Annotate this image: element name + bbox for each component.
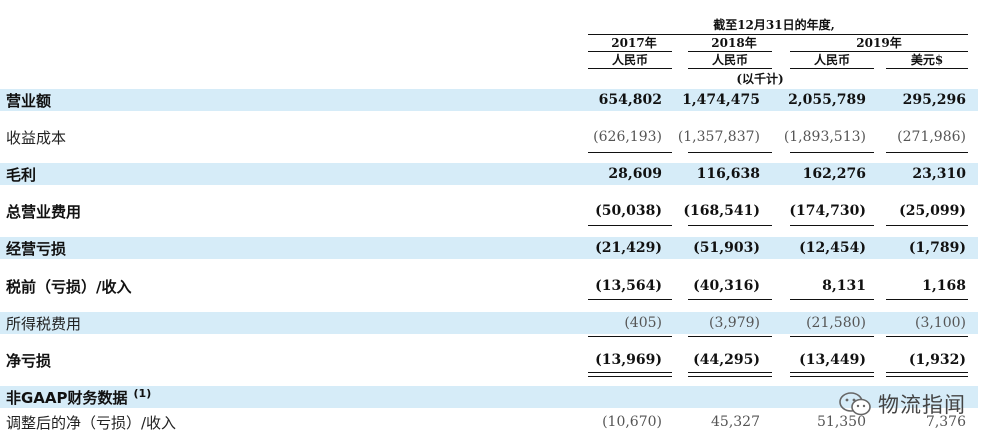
value-2017: (21,429) bbox=[595, 240, 662, 256]
subtotal-line bbox=[790, 336, 874, 337]
subtotal-line bbox=[688, 299, 772, 300]
year-2017-header: 2017年 bbox=[611, 36, 657, 50]
row-label: 总营业费用 bbox=[6, 203, 82, 221]
value-usd: (3,100) bbox=[914, 315, 966, 331]
currency-header-2018: 人民币 bbox=[711, 53, 748, 67]
row-operating-loss: 经营亏损 (21,429) (51,903) (12,454) (1,789) bbox=[0, 237, 978, 259]
subtotal-line bbox=[688, 225, 772, 226]
value-2017: 28,609 bbox=[608, 166, 662, 182]
wechat-icon bbox=[838, 391, 872, 417]
subtotal-line bbox=[588, 225, 672, 226]
subtotal-line bbox=[886, 299, 968, 300]
value-usd: 1,168 bbox=[922, 278, 966, 294]
row-label: 收益成本 bbox=[6, 129, 67, 147]
row-label: 税前（亏损）/收入 bbox=[6, 278, 132, 296]
value-2018: (40,316) bbox=[693, 278, 760, 294]
row-label: 调整后的净（亏损）/收入 bbox=[6, 414, 177, 432]
value-usd: (25,099) bbox=[899, 203, 966, 219]
section-heading: 非GAAP财务数据 (1) bbox=[6, 387, 151, 408]
subtotal-line bbox=[790, 299, 874, 300]
total-double-line bbox=[688, 372, 772, 377]
row-label: 经营亏损 bbox=[6, 240, 67, 258]
row-gross-profit: 毛利 28,609 116,638 162,276 23,310 bbox=[0, 163, 978, 185]
value-2017: (405) bbox=[624, 315, 662, 331]
value-2018: (51,903) bbox=[693, 240, 760, 256]
row-adjusted-net-income: 调整后的净（亏损）/收入 (10,670) 45,327 51,350 7,37… bbox=[0, 411, 978, 433]
value-2019: (1,893,513) bbox=[783, 129, 866, 145]
value-2019: 162,276 bbox=[802, 166, 866, 182]
row-label: 毛利 bbox=[6, 166, 37, 184]
value-usd: 7,376 bbox=[925, 414, 966, 430]
value-2018: (44,295) bbox=[693, 352, 760, 368]
value-2018: (168,541) bbox=[683, 203, 760, 219]
row-non-gaap-heading: 非GAAP财务数据 (1) bbox=[0, 386, 978, 408]
value-2019: (13,449) bbox=[799, 352, 866, 368]
value-2019: 8,131 bbox=[822, 278, 866, 294]
row-revenue: 营业额 654,802 1,474,475 2,055,789 295,296 bbox=[0, 89, 978, 111]
value-usd: (1,789) bbox=[908, 240, 966, 256]
row-cost-of-revenue: 收益成本 (626,193) (1,357,837) (1,893,513) (… bbox=[0, 126, 978, 148]
value-2018: 1,474,475 bbox=[682, 92, 760, 108]
total-double-line bbox=[588, 372, 672, 377]
value-usd: 23,310 bbox=[912, 166, 966, 182]
value-2019: 51,350 bbox=[817, 414, 866, 430]
subtotal-line bbox=[588, 299, 672, 300]
watermark: 物流指闻 bbox=[838, 386, 988, 422]
section-heading-text: 非GAAP财务数据 bbox=[6, 389, 128, 407]
subtotal-line bbox=[588, 152, 672, 153]
subtotal-line bbox=[886, 152, 968, 153]
currency-underline-2018 bbox=[688, 68, 772, 69]
subtotal-line bbox=[790, 152, 874, 153]
value-2017: (626,193) bbox=[593, 129, 662, 145]
total-double-line bbox=[886, 372, 968, 377]
year-underline-2019 bbox=[790, 51, 968, 52]
period-header: 截至12月31日的年度, bbox=[713, 18, 835, 32]
currency-header-2019: 人民币 bbox=[813, 53, 850, 67]
value-usd: (1,932) bbox=[908, 352, 966, 368]
value-usd: (271,986) bbox=[897, 129, 966, 145]
row-total-operating-expenses: 总营业费用 (50,038) (168,541) (174,730) (25,0… bbox=[0, 200, 978, 222]
subtotal-line bbox=[886, 225, 968, 226]
total-double-line bbox=[790, 372, 874, 377]
period-underline bbox=[588, 34, 968, 35]
value-2017: (50,038) bbox=[595, 203, 662, 219]
year-underline-2017 bbox=[588, 51, 672, 52]
currency-underline-2019 bbox=[790, 68, 874, 69]
value-2018: (3,979) bbox=[708, 315, 760, 331]
unit-note: (以千计) bbox=[736, 72, 784, 86]
value-2019: (174,730) bbox=[789, 203, 866, 219]
currency-header-usd: 美元$ bbox=[910, 53, 944, 67]
subtotal-line bbox=[790, 225, 874, 226]
row-income-tax: 所得税费用 (405) (3,979) (21,580) (3,100) bbox=[0, 312, 978, 334]
value-usd: 295,296 bbox=[902, 92, 966, 108]
subtotal-line bbox=[688, 152, 772, 153]
row-label: 净亏损 bbox=[6, 352, 52, 370]
subtotal-line bbox=[688, 336, 772, 337]
watermark-text: 物流指闻 bbox=[878, 393, 966, 417]
value-2018: 116,638 bbox=[696, 166, 760, 182]
row-label: 所得税费用 bbox=[6, 315, 82, 333]
value-2019: 2,055,789 bbox=[788, 92, 866, 108]
value-2019: (21,580) bbox=[806, 315, 866, 331]
subtotal-line bbox=[588, 336, 672, 337]
row-net-loss: 净亏损 (13,969) (44,295) (13,449) (1,932) bbox=[0, 349, 978, 371]
year-underline-2018 bbox=[688, 51, 772, 52]
value-2017: (10,670) bbox=[602, 414, 662, 430]
value-2017: (13,564) bbox=[595, 278, 662, 294]
value-2019: (12,454) bbox=[799, 240, 866, 256]
row-label: 营业额 bbox=[6, 92, 52, 110]
value-2017: 654,802 bbox=[598, 92, 662, 108]
currency-underline-usd bbox=[886, 68, 968, 69]
value-2018: 45,327 bbox=[711, 414, 760, 430]
year-2019-header: 2019年 bbox=[856, 36, 902, 50]
row-pretax-income: 税前（亏损）/收入 (13,564) (40,316) 8,131 1,168 bbox=[0, 275, 978, 297]
subtotal-line bbox=[886, 336, 968, 337]
footnote-ref: (1) bbox=[133, 387, 152, 400]
currency-header-2017: 人民币 bbox=[611, 53, 648, 67]
value-2017: (13,969) bbox=[595, 352, 662, 368]
year-2018-header: 2018年 bbox=[711, 36, 757, 50]
currency-underline-2017 bbox=[588, 68, 672, 69]
value-2018: (1,357,837) bbox=[677, 129, 760, 145]
